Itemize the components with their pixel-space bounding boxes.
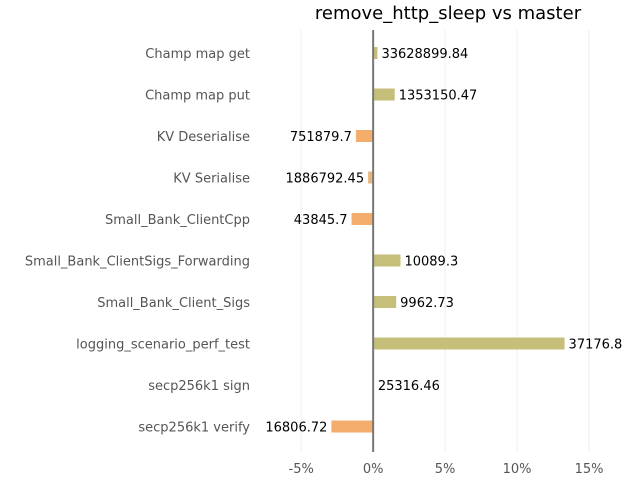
data-label: 33628899.84 <box>381 47 468 62</box>
data-label: 37176.8 <box>569 338 623 353</box>
category-label: logging_scenario_perf_test <box>76 338 250 353</box>
data-label: 1353150.47 <box>399 89 478 104</box>
category-label: Small_Bank_ClientCpp <box>105 213 250 228</box>
x-tick-label: -5% <box>289 462 314 477</box>
x-tick-label: 0% <box>363 462 384 477</box>
bar-4 <box>351 213 374 225</box>
bar-3 <box>368 171 374 184</box>
bar-2 <box>355 130 374 142</box>
chart-title: remove_http_sleep vs master <box>315 3 582 24</box>
x-tick-label: 5% <box>435 462 456 477</box>
x-tick-label: 15% <box>575 462 604 477</box>
bar-5 <box>373 254 401 267</box>
data-label: 25316.46 <box>378 379 440 394</box>
category-label: Small_Bank_ClientSigs_Forwarding <box>25 255 250 270</box>
data-label: 10089.3 <box>404 255 458 270</box>
category-label: KV Serialise <box>173 172 250 187</box>
data-label: 16806.72 <box>265 421 327 436</box>
category-label: Champ map get <box>145 47 250 62</box>
data-label: 43845.7 <box>294 213 348 228</box>
category-label: KV Deserialise <box>157 130 250 145</box>
category-label: Small_Bank_Client_Sigs <box>97 296 250 311</box>
category-label: secp256k1 verify <box>138 421 250 436</box>
x-tick-label: 10% <box>503 462 532 477</box>
data-labels: 33628899.84 1353150.47 751879.7 1886792.45 4… <box>265 47 622 436</box>
grid-lines <box>300 30 590 452</box>
data-label: 9962.73 <box>400 296 454 311</box>
bar-7 <box>373 337 565 350</box>
category-labels: Champ map get Champ map put KV Deserialise… <box>25 47 250 436</box>
bar-0 <box>373 47 378 59</box>
bar-9 <box>331 420 374 433</box>
data-label: 751879.7 <box>290 130 352 145</box>
bar-6 <box>373 296 397 308</box>
category-label: secp256k1 sign <box>148 379 250 394</box>
x-tick-labels: -5% 0% 5% 10% 15% <box>289 462 604 477</box>
bar-1 <box>373 88 395 101</box>
category-label: Champ map put <box>145 89 250 104</box>
bars <box>331 47 565 433</box>
data-label: 1886792.45 <box>286 172 365 187</box>
